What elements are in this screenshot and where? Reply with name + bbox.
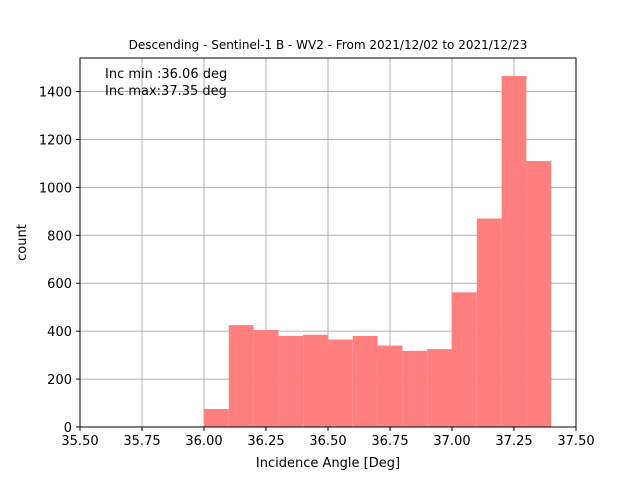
histogram-bar [427, 349, 452, 427]
histogram-bar [328, 339, 353, 427]
histogram-bar [303, 334, 328, 427]
annotation-inc-min: Inc min :36.06 deg [105, 67, 227, 82]
x-tick-label: 35.75 [123, 434, 160, 449]
x-tick-label: 36.50 [309, 434, 346, 449]
y-tick-label: 1000 [39, 181, 72, 196]
x-tick-label: 35.50 [61, 434, 98, 449]
y-tick-label: 800 [47, 229, 72, 244]
y-tick-label: 1400 [39, 86, 72, 101]
histogram-bar [452, 292, 477, 427]
y-tick-label: 1200 [39, 133, 72, 148]
x-tick-label: 37.50 [557, 434, 594, 449]
y-axis-label: count [15, 224, 30, 261]
histogram-bar [377, 345, 403, 427]
histogram-bars [204, 75, 552, 428]
x-tick-label: 36.75 [371, 434, 408, 449]
x-axis-label: Incidence Angle [Deg] [256, 456, 400, 471]
histogram-bar [228, 325, 254, 427]
x-tick-label: 37.25 [495, 434, 532, 449]
histogram-bar [278, 335, 304, 427]
histogram-bar [204, 409, 229, 427]
histogram-bar [352, 335, 378, 427]
y-tick-label: 400 [47, 325, 72, 340]
histogram-bar [253, 329, 279, 427]
y-tick-label: 0 [64, 421, 72, 436]
y-tick-label: 600 [47, 277, 72, 292]
chart-title: Descending - Sentinel-1 B - WV2 - From 2… [129, 38, 528, 52]
histogram-bar [526, 161, 552, 427]
x-tick-label: 37.00 [433, 434, 470, 449]
x-axis-ticks: 35.50 35.75 36.00 36.25 36.50 36.75 37.00 37.25… [61, 427, 595, 449]
histogram-bar [476, 218, 502, 427]
histogram-bar [402, 350, 428, 427]
x-tick-label: 36.25 [247, 434, 284, 449]
y-axis-ticks: 0 200 400 600 800 1000 1200 1400 [39, 86, 80, 436]
histogram-bar [501, 75, 527, 428]
x-tick-label: 36.00 [185, 434, 222, 449]
y-tick-label: 200 [47, 373, 72, 388]
annotation-inc-max: Inc max:37.35 deg [105, 84, 227, 99]
